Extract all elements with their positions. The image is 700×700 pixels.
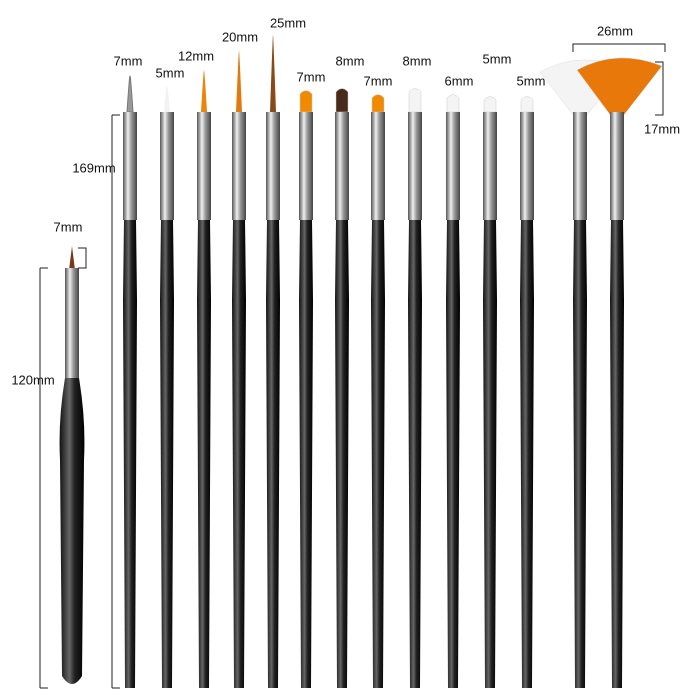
dimension-line xyxy=(655,61,664,116)
ferrule xyxy=(197,112,211,220)
handle xyxy=(123,220,137,688)
measurement-label: 7mm xyxy=(54,219,83,234)
measurement-label: 20mm xyxy=(222,29,258,44)
handle xyxy=(197,220,211,688)
brush-tip xyxy=(576,57,663,121)
brush-tip xyxy=(408,88,422,113)
ferrule xyxy=(335,112,349,220)
handle xyxy=(483,220,497,688)
measurement-label: 8mm xyxy=(336,53,365,68)
dimension-line xyxy=(78,247,87,269)
brush-tip xyxy=(201,70,207,112)
ferrule xyxy=(123,112,137,220)
handle xyxy=(446,220,460,688)
handle xyxy=(299,220,313,688)
brush-tip xyxy=(164,85,170,112)
measurement-label: 12mm xyxy=(178,48,214,63)
handle xyxy=(59,378,85,684)
ferrule xyxy=(299,112,313,220)
dimension-line xyxy=(572,43,666,52)
measurement-label: 5mm xyxy=(483,51,512,66)
handle xyxy=(610,220,624,688)
dimension-lines xyxy=(39,43,666,689)
handle xyxy=(335,220,349,688)
brush-tip xyxy=(299,90,313,113)
brush-tip xyxy=(236,50,242,112)
ferrule xyxy=(232,112,246,220)
ferrule xyxy=(446,112,460,220)
handle xyxy=(573,220,587,688)
measurement-label: 26mm xyxy=(597,23,633,38)
handle xyxy=(408,220,422,688)
ferrule xyxy=(610,112,624,220)
measurement-label: 5mm xyxy=(156,65,185,80)
measurement-label: 7mm xyxy=(364,73,393,88)
brush-tip xyxy=(520,96,534,113)
ferrule xyxy=(520,112,534,220)
measurement-label: 7mm xyxy=(297,69,326,84)
brushes xyxy=(59,34,663,688)
handle xyxy=(232,220,246,688)
handle xyxy=(520,220,534,688)
ferrule xyxy=(371,112,385,220)
brush-tip xyxy=(371,94,385,113)
dimension-line xyxy=(111,114,120,689)
brush-tip xyxy=(126,75,134,113)
measurement-label: 6mm xyxy=(445,73,474,88)
handle xyxy=(160,220,174,688)
brush-tip xyxy=(270,34,276,113)
measurement-label: 7mm xyxy=(114,53,143,68)
brush-tip xyxy=(335,88,349,113)
brush-tip xyxy=(69,246,75,270)
measurement-label: 8mm xyxy=(403,53,432,68)
handle xyxy=(371,220,385,688)
dimension-line xyxy=(39,267,48,689)
measurement-label: 5mm xyxy=(517,73,546,88)
labels: 7mm 5mm 12mm 20mm 25mm 7mm 8mm 7mm 8mm 6mm 5mm 5mm 2… xyxy=(11,15,680,387)
ferrule xyxy=(408,112,422,220)
measurement-label: 169mm xyxy=(72,160,115,175)
ferrule xyxy=(573,112,587,220)
brush-tip xyxy=(483,96,497,113)
ferrule xyxy=(160,112,174,220)
brush-tip xyxy=(446,94,460,113)
measurement-label: 25mm xyxy=(270,15,306,30)
measurement-label: 120mm xyxy=(11,372,54,387)
ferrule xyxy=(266,112,280,220)
ferrule xyxy=(483,112,497,220)
measurement-label: 17mm xyxy=(644,121,680,136)
handle xyxy=(266,220,280,688)
ferrule xyxy=(65,268,79,378)
